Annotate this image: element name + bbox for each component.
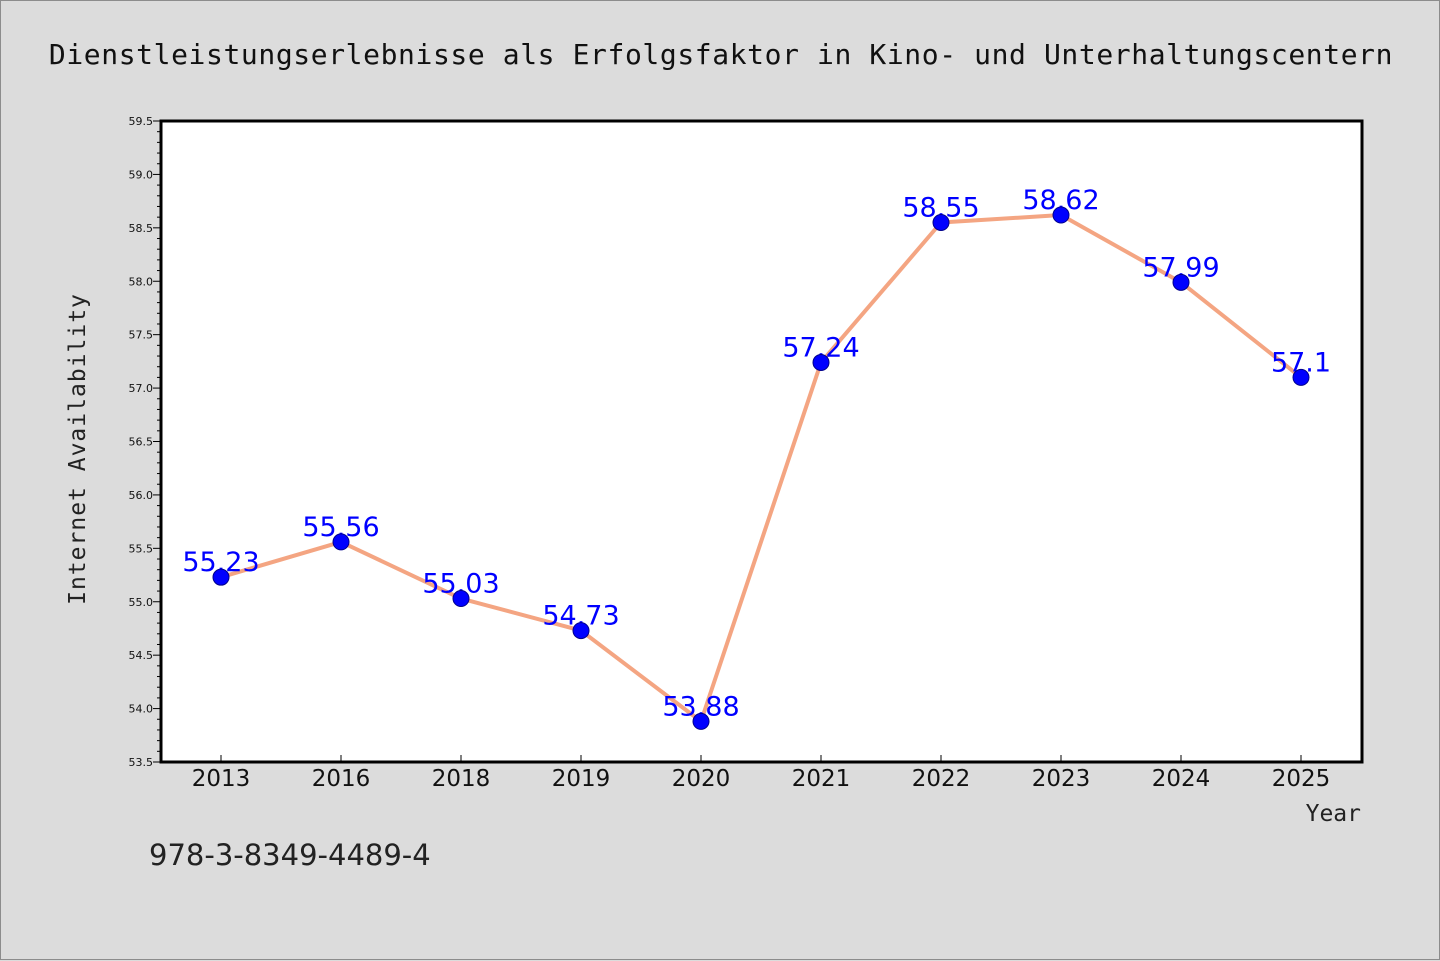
plot-frame — [159, 119, 1364, 764]
y-tick-label: 58.5 — [129, 222, 154, 235]
x-tick-label: 2023 — [1032, 766, 1091, 792]
data-point — [1052, 206, 1070, 224]
x-tick-label: 2022 — [912, 766, 971, 792]
x-tick-label: 2016 — [312, 766, 371, 792]
data-point — [572, 622, 590, 640]
y-tick-label: 54.0 — [129, 703, 154, 716]
x-tick-label: 2021 — [792, 766, 851, 792]
y-tick-label: 59.5 — [129, 115, 154, 128]
data-point — [332, 533, 350, 551]
data-point — [1172, 273, 1190, 291]
plot-area — [161, 121, 1362, 762]
y-tick-label: 55.0 — [129, 596, 154, 609]
data-points — [212, 206, 1310, 730]
y-tick-label: 53.5 — [129, 756, 154, 769]
x-tick-labels: 2013 2016 2018 2019 2020 2021 2022 2023 2024 2025 — [192, 766, 1331, 792]
y-axis-label: Internet Availability — [65, 293, 91, 605]
x-tick-label: 2013 — [192, 766, 251, 792]
y-tick-label: 55.5 — [129, 542, 154, 555]
data-point — [932, 213, 950, 231]
x-tick-label: 2018 — [432, 766, 491, 792]
data-point — [452, 590, 470, 608]
y-tick-label: 57.0 — [129, 382, 154, 395]
footnote: 978-3-8349-4489-4 — [149, 838, 431, 872]
y-tick-label: 54.5 — [129, 649, 154, 662]
y-tick-label: 56.0 — [129, 489, 154, 502]
y-tick-label: 56.5 — [129, 436, 154, 449]
y-tick-labels: 53.5 54.0 54.5 55.0 55.5 56.0 56.5 57.0 57.5 58.0… — [129, 115, 154, 769]
data-point — [692, 712, 710, 730]
data-point — [812, 353, 830, 371]
series-line — [220, 213, 1303, 724]
x-axis-label: Year — [1306, 801, 1361, 827]
y-tick-label: 58.0 — [129, 275, 154, 288]
data-point — [212, 568, 230, 586]
y-tick-label: 57.5 — [129, 329, 154, 342]
data-point — [1292, 368, 1310, 386]
x-tick-label: 2024 — [1152, 766, 1211, 792]
y-tick-label: 59.0 — [129, 168, 154, 181]
x-tick-label: 2020 — [672, 766, 731, 792]
x-tick-label: 2019 — [552, 766, 611, 792]
x-tick-label: 2025 — [1272, 766, 1331, 792]
chart-title: Dienstleistungserlebnisse als Erfolgsfak… — [49, 38, 1393, 71]
